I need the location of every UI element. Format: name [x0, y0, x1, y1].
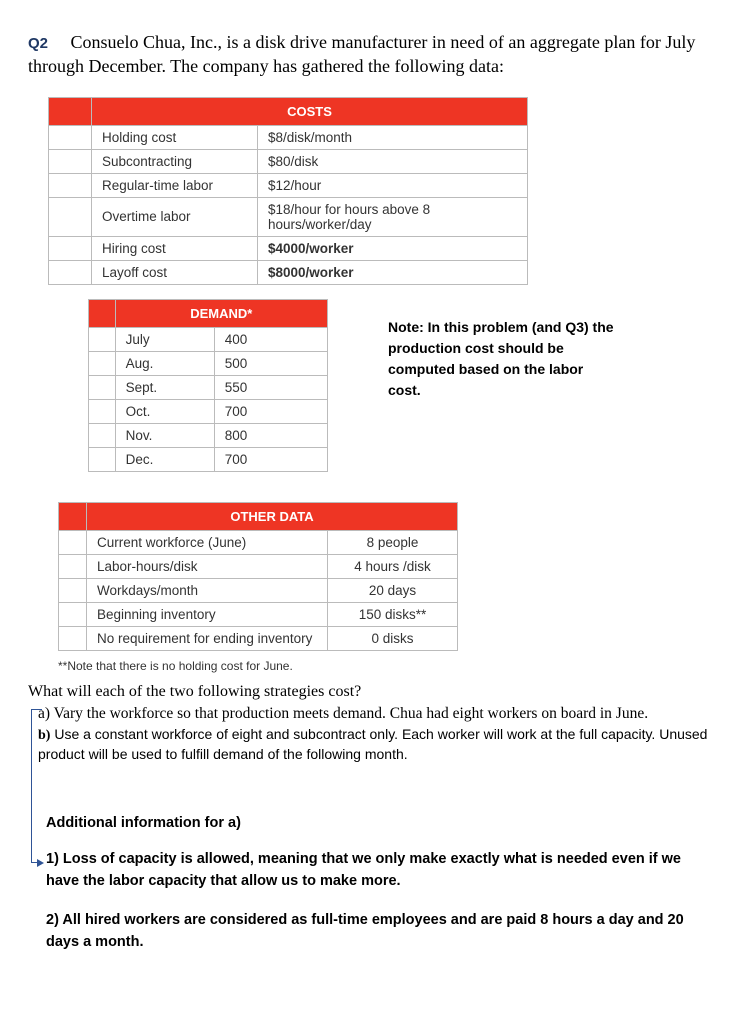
costs-header-empty — [49, 97, 92, 125]
other-data-table: OTHER DATA Current workforce (June)8 peo… — [58, 502, 458, 651]
table-row: No requirement for ending inventory0 dis… — [59, 626, 458, 650]
side-note: Note: In this problem (and Q3) the produ… — [388, 317, 618, 401]
table-row: Layoff cost$8000/worker — [49, 260, 528, 284]
table-row: Aug.500 — [89, 351, 328, 375]
question-part-a: a) Vary the workforce so that production… — [38, 705, 710, 723]
table-row: Dec.700 — [89, 447, 328, 471]
additional-point-2: 2) All hired workers are considered as f… — [46, 910, 710, 954]
additional-info-heading: Additional information for a) — [46, 815, 710, 831]
table-row: Nov.800 — [89, 423, 328, 447]
additional-point-1: 1) Loss of capacity is allowed, meaning … — [46, 849, 710, 893]
other-header-empty — [59, 502, 87, 530]
intro-text: Consuelo Chua, Inc., is a disk drive man… — [28, 32, 695, 76]
other-footnote: **Note that there is no holding cost for… — [58, 659, 710, 673]
costs-header: COSTS — [92, 97, 528, 125]
part-b-text: Use a constant workforce of eight and su… — [38, 726, 707, 763]
table-row: Holding cost$8/disk/month — [49, 125, 528, 149]
costs-table: COSTS Holding cost$8/disk/month Subcontr… — [48, 97, 528, 285]
table-row: Beginning inventory150 disks** — [59, 602, 458, 626]
table-row: Subcontracting$80/disk — [49, 149, 528, 173]
table-row: Overtime labor$18/hour for hours above 8… — [49, 197, 528, 236]
question-part-b: b) Use a constant workforce of eight and… — [38, 725, 710, 765]
problem-intro: Q2 Consuelo Chua, Inc., is a disk drive … — [28, 30, 710, 79]
table-row: Labor-hours/disk4 hours /disk — [59, 554, 458, 578]
table-row: Oct.700 — [89, 399, 328, 423]
question-number: Q2 — [28, 35, 48, 52]
demand-header: DEMAND* — [115, 299, 327, 327]
table-row: Hiring cost$4000/worker — [49, 236, 528, 260]
question-lead: What will each of the two following stra… — [28, 683, 710, 701]
demand-table: DEMAND* July400 Aug.500 Sept.550 Oct.700… — [88, 299, 328, 472]
table-row: Current workforce (June)8 people — [59, 530, 458, 554]
annotation-bracket — [31, 709, 42, 863]
table-row: July400 — [89, 327, 328, 351]
table-row: Workdays/month20 days — [59, 578, 458, 602]
table-row: Regular-time labor$12/hour — [49, 173, 528, 197]
arrow-right-icon — [37, 859, 44, 867]
other-header: OTHER DATA — [87, 502, 458, 530]
table-row: Sept.550 — [89, 375, 328, 399]
demand-header-empty — [89, 299, 116, 327]
